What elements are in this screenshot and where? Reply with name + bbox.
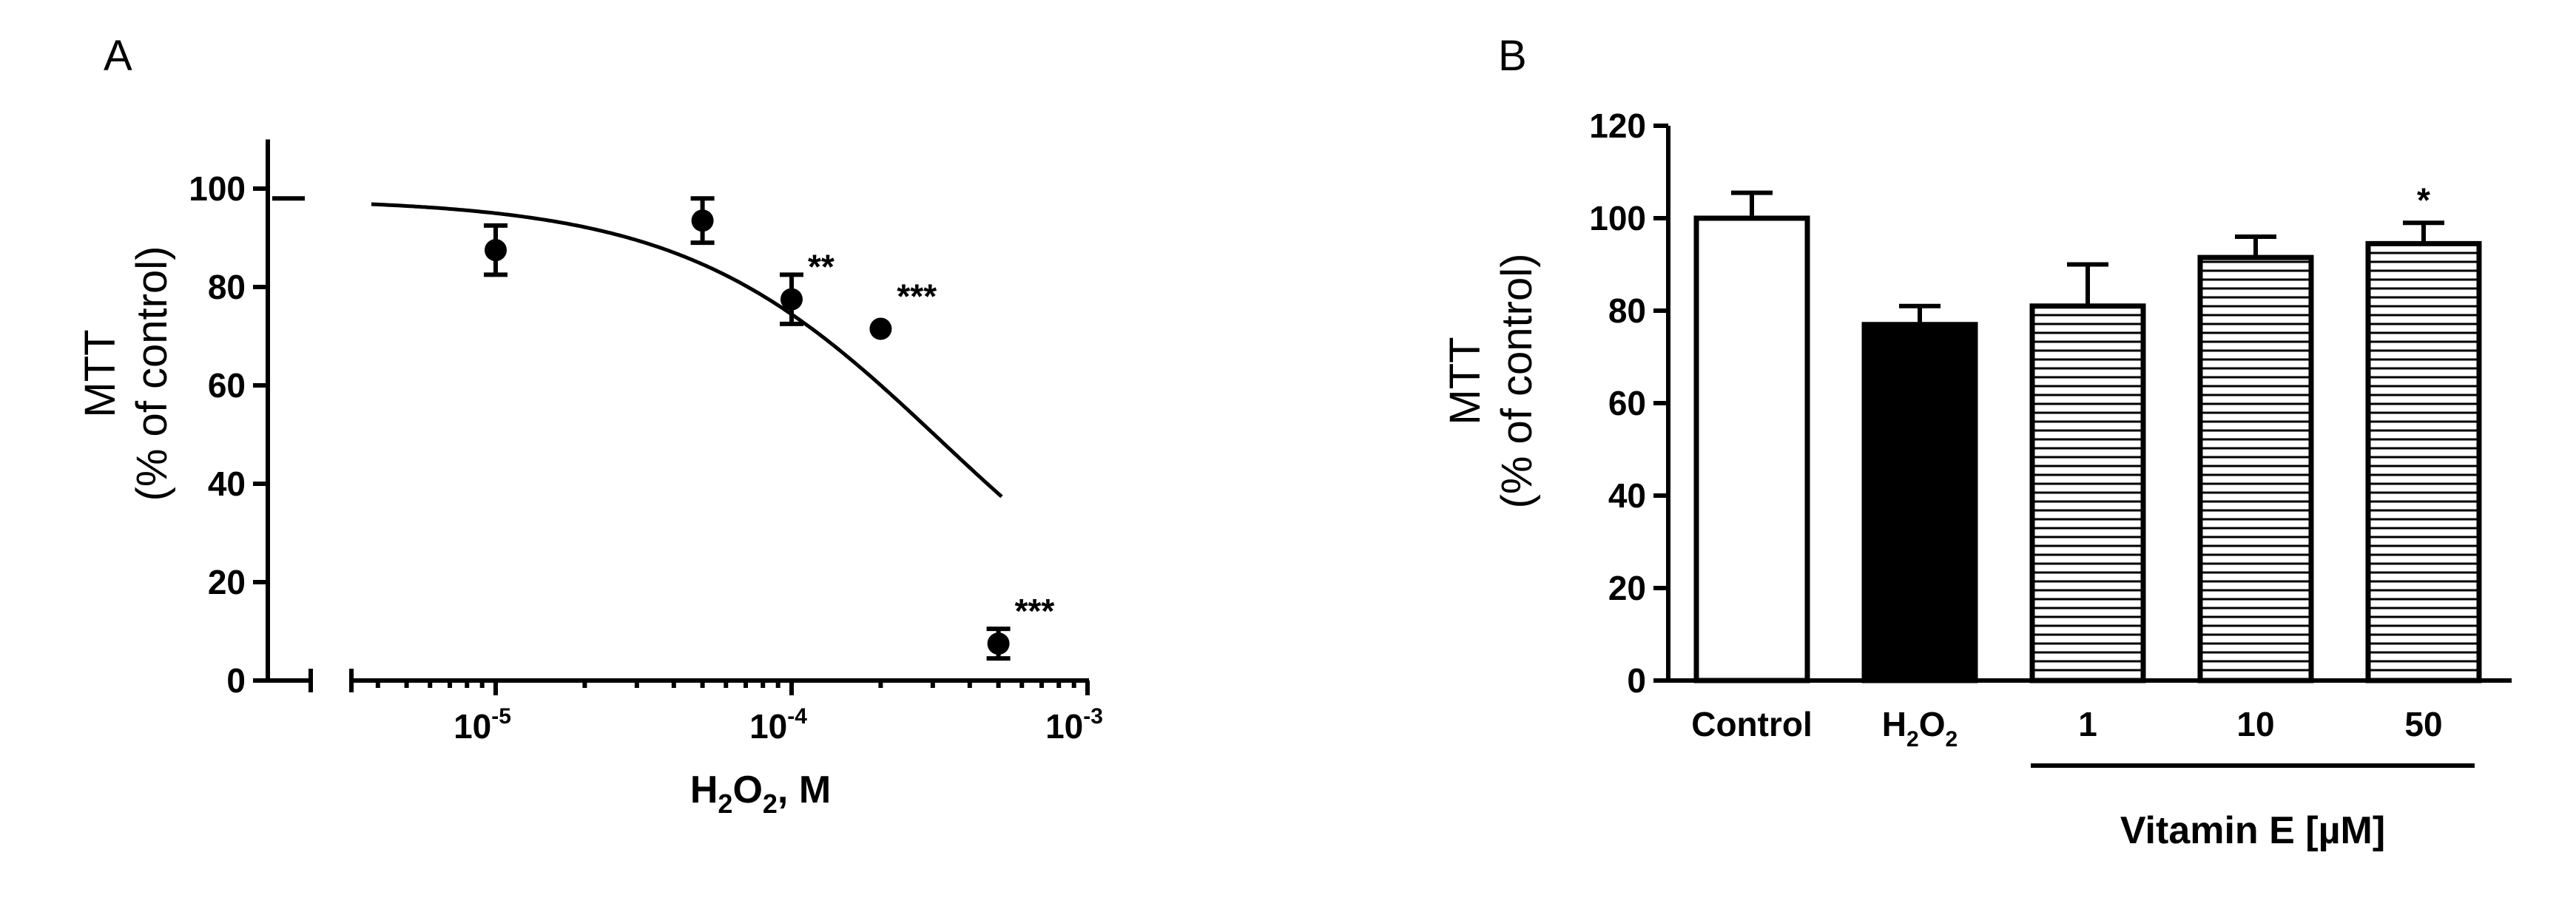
significance-label: * [2417,180,2430,219]
data-point [780,288,803,311]
y-tick-label: 80 [1608,291,1646,330]
panel-a-ylabel-line2: (% of control) [128,246,176,502]
data-point [485,239,507,262]
x-tick-label: 10-3 [1045,704,1103,746]
panel-b-ylabel-line2: (% of control) [1493,254,1541,509]
x-tick-label: 10-4 [749,704,807,746]
bar [2197,254,2314,683]
xlabel-sub2: 2 [763,789,778,819]
y-tick-label: 80 [208,268,246,306]
y-tick-label: 0 [1627,661,1646,700]
panel-b-ylabel-line1: MTT [1441,337,1489,425]
significance-label: *** [1015,592,1055,630]
panel-a-letter: A [104,32,132,80]
y-tick-label: 100 [1589,199,1646,237]
xlabel-tail: , M [778,769,831,811]
panel-a-fit-curve-group [272,196,1003,499]
category-label: 1 [2078,705,2097,743]
x-tick-label: 10-5 [454,704,511,746]
y-tick-label: 40 [1608,476,1646,515]
panel-a-fit-curve [371,202,1003,499]
y-tick-label: 20 [1608,569,1646,607]
y-tick-label: 40 [208,465,246,503]
bar [1861,322,1978,683]
panel-a-ylabel: MTT (% of control) [76,246,176,502]
panel-b-group-label: Vitamin E [µM] [2120,809,2385,852]
data-point [869,317,892,340]
xlabel-h: H [690,769,718,811]
y-tick-label: 0 [226,661,246,700]
category-label: H2O2 [1882,705,1958,752]
panel-b-letter: B [1498,32,1527,80]
panel-a-points: ******** [484,196,1055,661]
panel-b-x-labels: Control H2O2 1 10 50 [1691,705,2442,752]
xlabel-o: O [732,769,762,811]
panel-a-y-ticks: 0 20 40 60 80 100 [189,169,268,700]
category-label: 50 [2404,705,2442,743]
bar [2029,303,2146,683]
panel-a-axes [255,139,1089,692]
xlabel-sub1: 2 [718,789,732,819]
data-point [691,209,714,232]
y-tick-label: 100 [189,169,246,208]
panel-a-x-ticks: 10-5 10-4 10-3 [375,681,1103,746]
panel-b-y-ticks: 0 20 40 60 80 100 120 [1589,107,1668,700]
y-tick-label: 60 [208,366,246,405]
y-tick-label: 120 [1589,107,1646,145]
panel-b-ylabel: MTT (% of control) [1441,254,1541,509]
y-tick-label: 60 [1608,384,1646,422]
significance-label: *** [897,277,937,316]
bar [2365,240,2482,683]
significance-label: ** [808,248,834,286]
category-label: 10 [2236,705,2274,743]
panel-a-ylabel-line1: MTT [76,329,124,417]
data-point [987,632,1010,655]
panel-b-bars: * [1693,180,2482,683]
y-tick-label: 20 [208,563,246,601]
category-label: Control [1691,705,1813,743]
panel-a-xlabel: H2O2, M [690,769,831,819]
bar [1693,215,1810,683]
panel-b: B MTT (% of control) 0 20 40 60 80 100 120 * C… [1441,32,2512,852]
